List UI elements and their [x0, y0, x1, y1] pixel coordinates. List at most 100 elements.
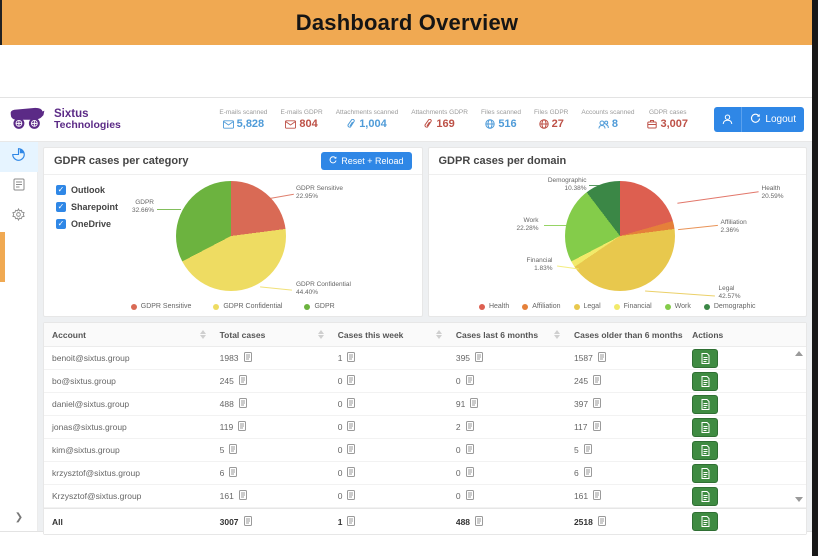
pie-label-financial: Financial 1.83% [526, 257, 553, 273]
sidebar-item-reports[interactable] [0, 172, 38, 202]
table-row: kim@sixtus.group 5 0 0 5 [44, 439, 806, 462]
mail-icon [285, 119, 297, 129]
table-row: Krzysztof@sixtus.group 161 0 0 161 [44, 485, 806, 508]
case-file-icon[interactable] [238, 421, 247, 433]
case-file-icon[interactable] [465, 490, 474, 502]
case-file-icon[interactable] [347, 467, 356, 479]
report-action-button[interactable] [692, 512, 719, 531]
case-file-icon[interactable] [243, 352, 252, 364]
stat-attachments-gdpr: Attachments GDPR 169 [411, 109, 468, 130]
table-row: krzysztof@sixtus.group 6 0 0 6 [44, 462, 806, 485]
main-content: GDPR cases per category Reset + Reload ✓… [38, 142, 812, 535]
pie-label-affiliation: Affiliation 2.36% [720, 219, 747, 235]
case-file-icon[interactable] [347, 444, 356, 456]
app-window: Sixtus Technologies E-mails scanned 5,82… [0, 97, 812, 535]
column-header-cases-older-6-months[interactable]: Cases older than 6 months [566, 330, 684, 340]
reset-reload-button[interactable]: Reset + Reload [321, 152, 412, 170]
sort-icon[interactable] [317, 330, 324, 339]
domain-pie-chart[interactable] [564, 181, 675, 291]
case-file-icon[interactable] [347, 515, 356, 528]
case-file-icon[interactable] [465, 467, 474, 479]
case-file-icon[interactable] [475, 515, 484, 528]
account-cell: krzysztof@sixtus.group [52, 468, 140, 478]
case-file-icon[interactable] [583, 467, 592, 479]
checkbox-outlook[interactable]: ✓ Outlook [56, 185, 105, 195]
scroll-up-button[interactable] [795, 351, 803, 356]
logout-action[interactable]: Logout [742, 107, 804, 132]
checkbox-onedrive[interactable]: ✓ OneDrive [56, 219, 112, 229]
case-file-icon[interactable] [465, 444, 474, 456]
case-file-icon[interactable] [593, 398, 602, 410]
case-file-icon[interactable] [347, 375, 356, 387]
logout-button[interactable]: Logout [714, 107, 804, 132]
account-cell: Krzysztof@sixtus.group [52, 491, 142, 501]
column-header-total-cases[interactable]: Total cases [212, 330, 330, 340]
button-divider [741, 107, 743, 132]
case-file-icon[interactable] [238, 375, 247, 387]
table-row: jonas@sixtus.group 119 0 2 117 [44, 416, 806, 439]
case-file-icon[interactable] [347, 398, 356, 410]
category-filters: ✓ Outlook ✓ Sharepoint ✓ OneDrive [56, 185, 118, 229]
briefcase-icon [647, 119, 658, 129]
case-file-icon[interactable] [238, 490, 247, 502]
case-file-icon[interactable] [583, 444, 592, 456]
globe-icon [538, 119, 549, 129]
report-action-button[interactable] [692, 348, 719, 368]
table-row: daniel@sixtus.group 488 0 91 397 [44, 393, 806, 416]
case-file-icon[interactable] [243, 515, 252, 528]
case-file-icon[interactable] [347, 490, 356, 502]
report-action-button[interactable] [692, 463, 719, 483]
report-action-button[interactable] [692, 440, 719, 460]
topbar: Sixtus Technologies E-mails scanned 5,82… [0, 98, 812, 142]
checkbox-checked-icon: ✓ [56, 202, 66, 212]
report-action-button[interactable] [692, 371, 719, 391]
column-header-cases-this-week[interactable]: Cases this week [330, 330, 448, 340]
sort-icon[interactable] [435, 330, 442, 339]
case-file-icon[interactable] [238, 398, 247, 410]
case-file-icon[interactable] [597, 515, 606, 528]
case-file-icon[interactable] [347, 421, 356, 433]
page-banner: Dashboard Overview [0, 0, 812, 45]
column-header-cases-last-6-months[interactable]: Cases last 6 months [448, 330, 566, 340]
legend-item: Financial [613, 303, 652, 310]
report-action-button[interactable] [692, 486, 719, 506]
column-header-account[interactable]: Account [44, 330, 212, 340]
pie-label-work: Work 22.28% [516, 217, 539, 233]
checkbox-sharepoint[interactable]: ✓ Sharepoint [56, 202, 119, 212]
sidebar-item-settings[interactable] [0, 202, 38, 232]
sort-icon[interactable] [199, 330, 206, 339]
case-file-icon[interactable] [593, 375, 602, 387]
case-file-icon[interactable] [465, 421, 474, 433]
stat-emails-scanned: E-mails scanned 5,828 [219, 109, 268, 130]
report-action-button[interactable] [692, 394, 719, 414]
case-file-icon[interactable] [229, 467, 238, 479]
people-icon [598, 120, 609, 129]
table-row: bo@sixtus.group 245 0 0 245 [44, 370, 806, 393]
case-file-icon[interactable] [597, 352, 606, 364]
page-title: Dashboard Overview [295, 9, 519, 35]
paperclip-icon [347, 119, 356, 129]
report-icon [13, 178, 25, 196]
sidebar-item-dashboard[interactable] [0, 142, 38, 172]
case-file-icon[interactable] [470, 398, 479, 410]
case-file-icon[interactable] [347, 352, 356, 364]
case-file-icon[interactable] [475, 352, 484, 364]
case-file-icon[interactable] [465, 375, 474, 387]
stat-files-scanned: Files scanned 516 [480, 109, 522, 130]
pie-label-legal: Legal 42.57% [718, 285, 741, 301]
sidebar-collapse-button[interactable]: ❯ [14, 512, 24, 523]
pie-label-gdpr: GDPR 32.66% [131, 199, 154, 215]
pie-label-gdpr-confidential: GDPR Confidential 44.40% [296, 281, 351, 297]
scroll-down-button[interactable] [795, 497, 803, 502]
category-pie-chart[interactable] [176, 181, 286, 291]
sort-icon[interactable] [553, 330, 560, 339]
legend-item: Health [478, 303, 509, 310]
leader-line [260, 286, 292, 291]
case-file-icon[interactable] [592, 421, 601, 433]
leader-line [268, 193, 294, 200]
case-file-icon[interactable] [229, 444, 238, 456]
case-file-icon[interactable] [593, 490, 602, 502]
legend-item: GDPR Confidential [213, 303, 282, 310]
report-action-button[interactable] [692, 417, 719, 437]
user-icon[interactable] [714, 107, 741, 132]
